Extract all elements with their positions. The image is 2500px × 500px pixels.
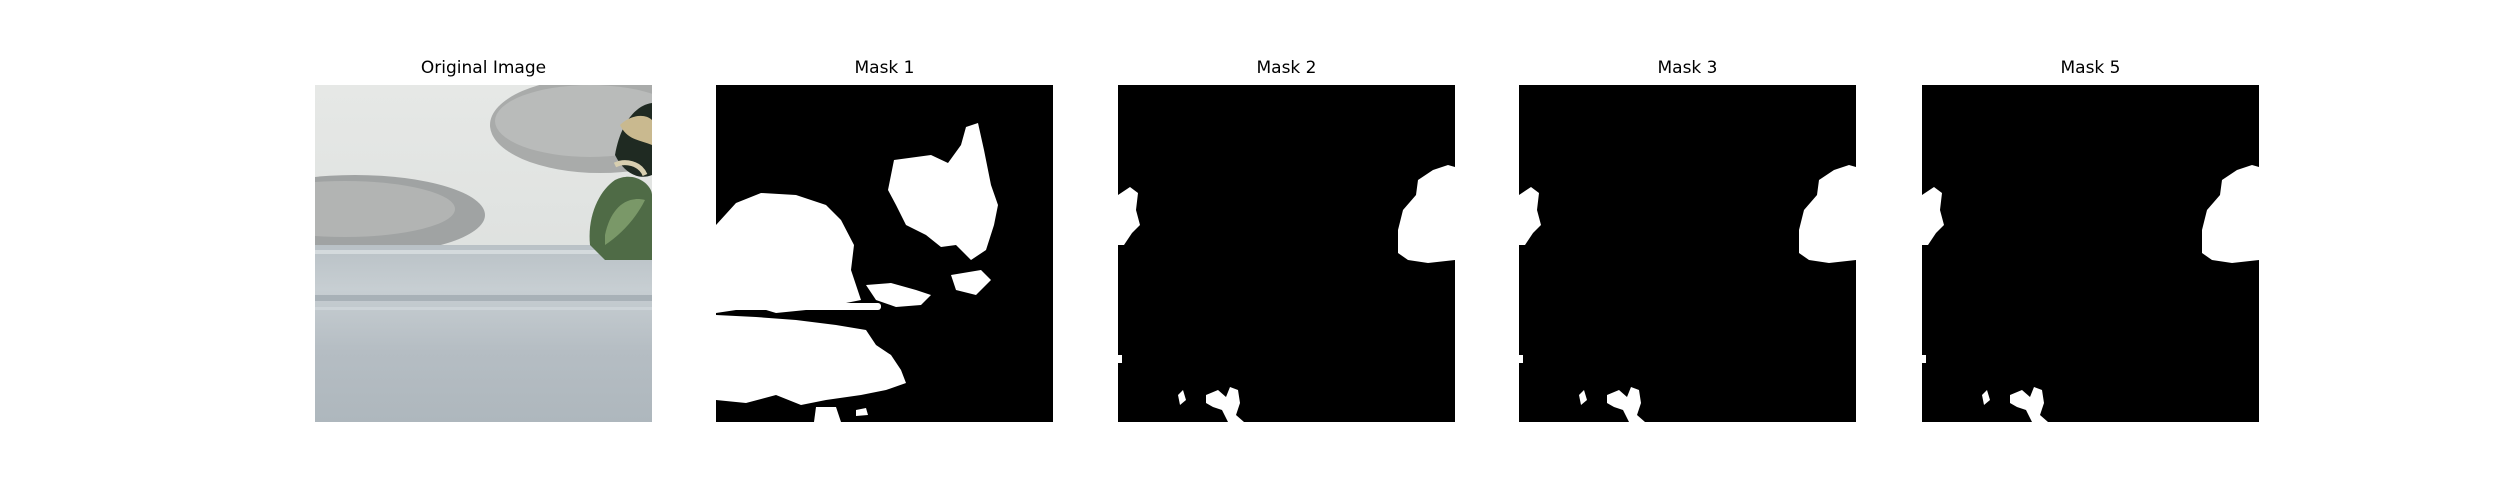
panel-title-mask-5: Mask 5 bbox=[2060, 58, 2121, 78]
mask-1-image bbox=[716, 85, 1053, 422]
mask-5-image bbox=[1922, 85, 2259, 422]
panel-title-original: Original Image bbox=[420, 58, 547, 78]
mask-2-image bbox=[1118, 85, 1455, 422]
panel-title-mask-3: Mask 3 bbox=[1657, 58, 1718, 78]
mask-3-image bbox=[1519, 85, 1856, 422]
original-photo bbox=[315, 85, 652, 422]
panel-title-mask-2: Mask 2 bbox=[1256, 58, 1317, 78]
panel-title-mask-1: Mask 1 bbox=[854, 58, 915, 78]
